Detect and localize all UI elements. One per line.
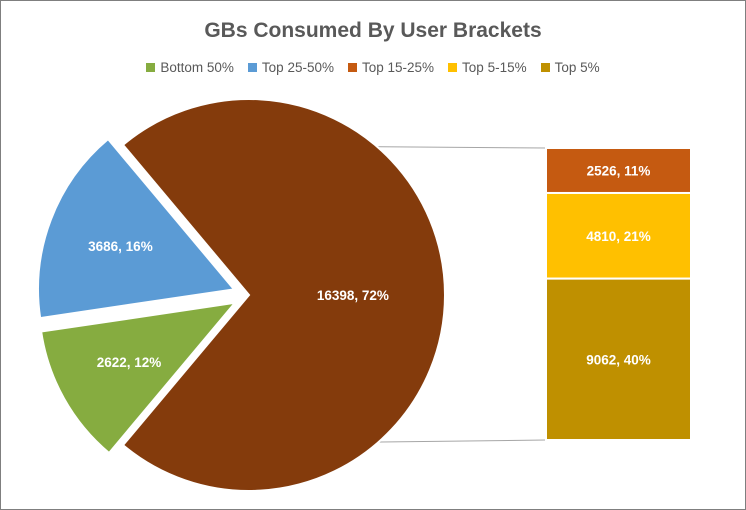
legend-item-top-5-15: Top 5-15% [448,60,527,75]
data-label-bottom-50: 2622, 12% [97,355,162,370]
data-label-top-15-25: 2526, 11% [587,163,651,178]
pie: 3686, 16% 2622, 12% 16398, 72% [37,98,446,492]
legend: Bottom 50% Top 25-50% Top 15-25% Top 5-1… [1,60,745,75]
legend-item-top-5: Top 5% [540,60,600,75]
pie-slice-other [121,98,446,492]
legend-label: Top 15-25% [361,60,435,75]
data-label-top-25-50: 3686, 16% [88,239,153,254]
legend-label: Top 25-50% [261,60,334,75]
legend-label: Top 5-15% [462,60,527,75]
legend-item-bottom-50: Bottom 50% [146,60,234,75]
legend-swatch [540,63,550,72]
legend-swatch [347,63,357,72]
data-label-top-5: 9062, 40% [586,352,651,367]
legend-swatch [247,63,257,72]
bar-segment-top-5 [545,277,692,441]
legend-label: Bottom 50% [160,60,234,75]
pie-slice-bottom-50 [40,301,238,455]
bar-segment-top-5-15 [545,191,692,280]
data-label-top-5-15: 4810, 21% [586,229,651,244]
stacked-bar: 2526, 11% 4810, 21% 9062, 40% [545,147,692,441]
legend-item-top-15-25: Top 15-25% [347,60,435,75]
data-label-other: 16398, 72% [317,288,389,303]
pie-slice-top-25-50 [37,137,236,320]
chart-title: GBs Consumed By User Brackets [204,19,542,42]
legend-item-top-25-50: Top 25-50% [247,60,334,75]
legend-swatch [448,63,458,72]
bar-segment-top-15-25 [545,147,692,194]
legend-label: Top 5% [554,60,600,75]
legend-swatch [146,63,156,72]
